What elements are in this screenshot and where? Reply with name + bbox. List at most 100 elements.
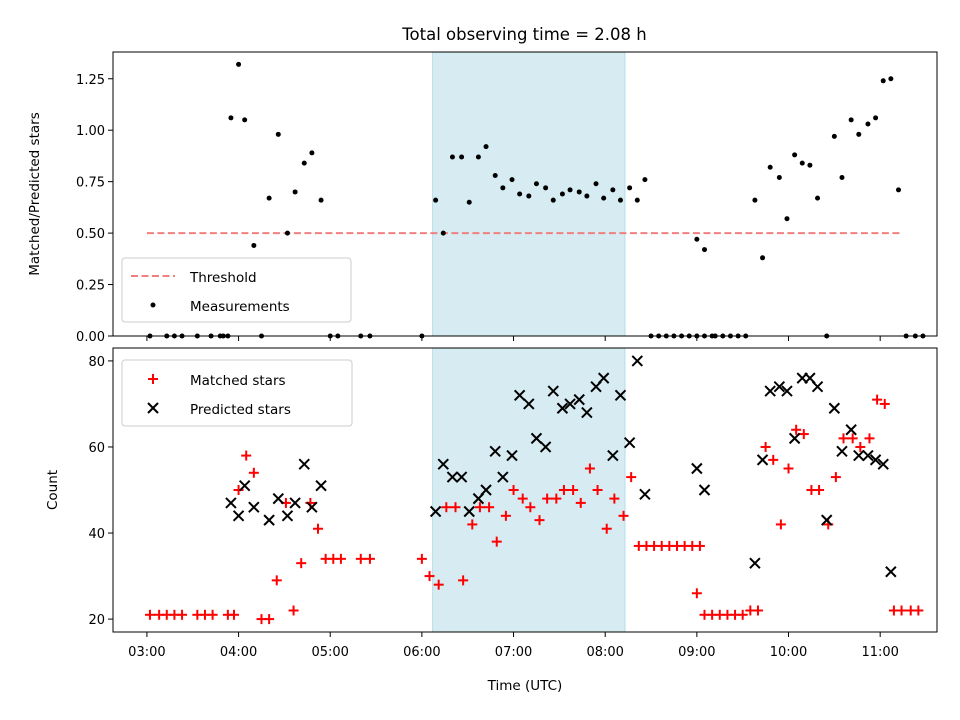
y-tick-label: 0.75: [76, 176, 105, 191]
measurement-point: [584, 193, 590, 199]
matched-star-point: [737, 609, 748, 620]
predicted-star-point: [885, 566, 897, 578]
matched-star-point: [768, 454, 779, 465]
measurement-point: [466, 199, 472, 205]
matched-star-point: [872, 394, 883, 405]
predicted-star-point: [248, 501, 260, 513]
predicted-star-point: [820, 514, 833, 526]
measurement-point: [242, 117, 248, 123]
predicted-star-point: [788, 432, 801, 445]
legend-predicted-swatch: [147, 402, 159, 414]
matched-star-point: [575, 497, 586, 508]
measurement-point: [752, 197, 758, 203]
measurement-point: [601, 195, 607, 201]
matched-star-point: [355, 553, 366, 564]
predicted-star-point: [429, 505, 442, 518]
x-tick-label: 05:00: [311, 645, 348, 660]
measurement-point: [760, 255, 766, 261]
legend-measurements-swatch: [150, 302, 156, 308]
predicted-star-point: [564, 398, 576, 410]
matched-star-point: [775, 519, 786, 530]
matched-star-point: [424, 571, 435, 582]
predicted-star-point: [513, 389, 526, 402]
matched-star-point: [542, 493, 553, 504]
measurement-point: [792, 152, 798, 158]
matched-star-point: [694, 540, 705, 551]
measurement-point: [526, 193, 532, 199]
matched-star-point: [467, 519, 478, 530]
legend-matched-swatch: [148, 374, 158, 384]
predicted-star-point: [573, 393, 585, 406]
count-axes-frame: [112, 347, 938, 633]
measurement-point: [784, 216, 790, 222]
matched-star-point: [207, 609, 218, 620]
matched-star-point: [601, 523, 612, 534]
measurement-point: [880, 78, 886, 84]
predicted-star-point: [539, 441, 552, 453]
matched-star-point: [264, 614, 275, 625]
measurement-point: [694, 236, 700, 242]
measurement-point: [550, 197, 556, 203]
measurement-point: [301, 160, 307, 166]
count-legend: Matched stars Predicted stars: [121, 359, 353, 427]
matched-star-point: [534, 515, 545, 526]
predicted-star-point: [437, 458, 449, 470]
y-tick-label: 60: [88, 441, 105, 456]
ratio-marks: [146, 61, 926, 339]
predicted-star-point: [845, 424, 857, 436]
measurement-point: [500, 185, 506, 191]
matched-star-point: [814, 485, 825, 495]
x-tick-label: 09:00: [678, 645, 715, 660]
measurement-point: [228, 115, 234, 121]
matched-star-point: [491, 536, 502, 547]
predicted-star-point: [298, 458, 310, 470]
legend-measurements-label: Measurements: [190, 299, 290, 315]
matched-star-point: [335, 553, 346, 564]
count-y-axis-label: Count: [45, 470, 61, 510]
measurement-point: [593, 181, 599, 187]
predicted-star-point: [225, 497, 237, 509]
matched-star-point: [508, 485, 519, 495]
ratio-y-ticks: 0.00 0.25 0.50 0.75 1.00 1.25: [76, 73, 113, 345]
predicted-star-point: [836, 445, 848, 457]
y-tick-label: 20: [88, 613, 105, 628]
measurement-point: [567, 187, 573, 193]
measurement-point: [807, 162, 813, 168]
measurement-point: [576, 189, 582, 195]
legend-matched-label: Matched stars: [190, 373, 286, 389]
predicted-star-point: [623, 436, 636, 449]
matched-star-point: [568, 485, 579, 495]
predicted-star-point: [614, 389, 627, 402]
measurement-point: [831, 133, 837, 139]
predicted-star-point: [773, 381, 786, 393]
predicted-star-point: [631, 355, 643, 367]
measurement-point: [865, 121, 871, 127]
matched-star-point: [864, 433, 875, 444]
predicted-star-point: [811, 381, 824, 393]
predicted-star-point: [497, 471, 509, 483]
measurement-point: [856, 131, 862, 137]
predicted-star-point: [781, 385, 793, 397]
predicted-star-point: [698, 484, 711, 496]
predicted-star-point: [238, 479, 251, 492]
predicted-star-point: [556, 402, 569, 414]
predicted-star-point: [607, 449, 619, 462]
measurement-point: [776, 175, 782, 181]
matched-star-point: [791, 424, 802, 435]
predicted-star-point: [581, 406, 593, 419]
predicted-star-point: [480, 484, 492, 496]
matched-star-point: [458, 575, 469, 586]
measurement-point: [509, 177, 515, 183]
predicted-star-point: [489, 445, 501, 457]
matched-star-point: [177, 609, 188, 620]
predicted-star-point: [281, 510, 294, 522]
predicted-star-point: [877, 458, 889, 470]
matched-star-point: [691, 588, 702, 599]
predicted-star-point: [506, 449, 518, 462]
predicted-star-point: [455, 471, 468, 483]
predicted-star-point: [547, 385, 559, 397]
matched-star-point: [752, 605, 763, 616]
matched-star-point: [433, 579, 444, 590]
predicted-star-point: [828, 402, 841, 414]
